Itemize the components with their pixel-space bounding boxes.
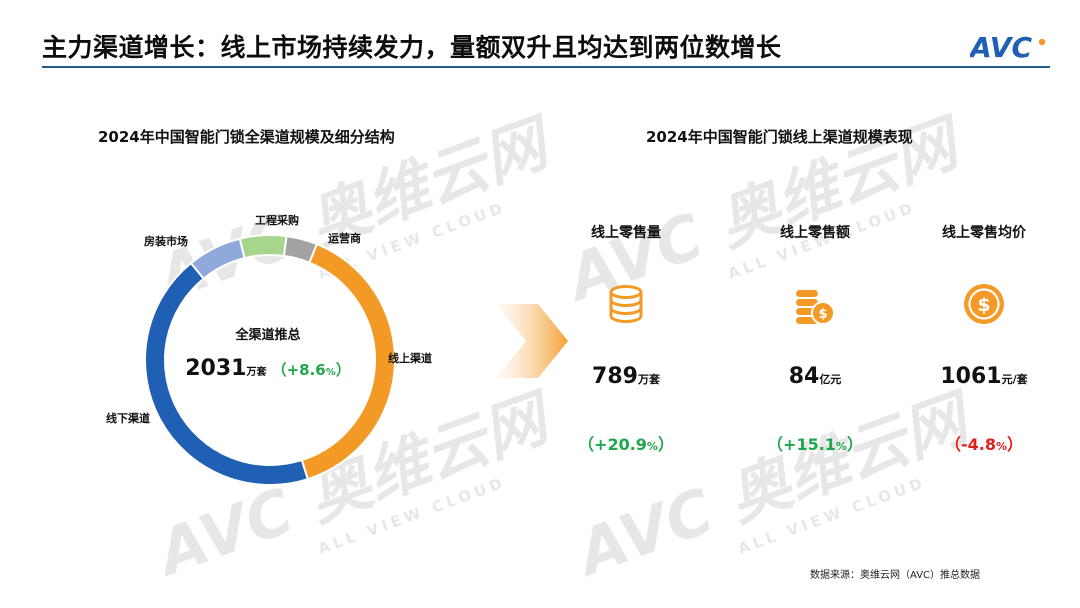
coins-stack-icon: $ <box>796 290 835 325</box>
metric-change: （+15.1%） <box>767 435 863 454</box>
donut-center-label: 全渠道推总 <box>235 328 301 343</box>
header-divider <box>42 66 1050 68</box>
logo-dot <box>1038 38 1046 46</box>
arrow-right-icon <box>496 304 568 378</box>
metric-change: （+20.9%） <box>578 435 674 454</box>
metric-online-avg-price: 线上零售均价 $ 1061元/套 （-4.8%） <box>904 222 1064 455</box>
donut-center-value: 2031万套 （+8.6%） <box>158 356 378 381</box>
metric-change: （-4.8%） <box>944 435 1024 454</box>
metric-online-volume: 线上零售量 789万套 （+20.9%） <box>546 222 706 455</box>
metric-value: 84亿元 <box>788 364 842 389</box>
metric-label: 线上零售均价 <box>942 225 1026 241</box>
svg-text:$: $ <box>818 307 827 322</box>
avc-logo: AVC <box>970 31 1046 64</box>
channel-donut-chart <box>144 234 396 486</box>
donut-slice-operator <box>282 234 319 264</box>
page-title: 主力渠道增长：线上市场持续发力，量额双升且均达到两位数增长 <box>42 33 782 62</box>
segment-label-online: 线上渠道 <box>388 352 432 365</box>
metric-label: 线上零售量 <box>591 225 661 241</box>
total-volume: 2031 <box>185 356 247 381</box>
right-panel-title: 2024年中国智能门锁线上渠道规模表现 <box>646 128 913 146</box>
total-change: （+8.6%） <box>271 361 351 379</box>
data-source-note: 数据来源：奥维云网（AVC）推总数据 <box>810 570 981 581</box>
left-chart-title: 2024年中国智能门锁全渠道规模及细分结构 <box>98 128 395 146</box>
logo-text: AVC <box>970 31 1032 64</box>
dollar-coin-icon: $ <box>964 284 1004 324</box>
segment-label-operator: 运营商 <box>328 232 361 245</box>
metric-value: 789万套 <box>592 364 660 389</box>
donut-slice-real-estate <box>189 237 246 281</box>
total-volume-unit: 万套 <box>246 367 267 378</box>
segment-label-real-estate: 房装市场 <box>144 235 188 248</box>
svg-text:$: $ <box>977 294 990 316</box>
donut-slice-engineering <box>238 234 288 260</box>
segment-label-offline: 线下渠道 <box>106 412 150 425</box>
metric-value: 1061元/套 <box>940 364 1028 389</box>
segment-label-engineering: 工程采购 <box>255 214 299 227</box>
metric-online-revenue: 线上零售额 $ 84亿元 （+15.1%） <box>735 222 895 455</box>
database-stack-icon <box>609 285 643 323</box>
metric-label: 线上零售额 <box>780 225 850 241</box>
